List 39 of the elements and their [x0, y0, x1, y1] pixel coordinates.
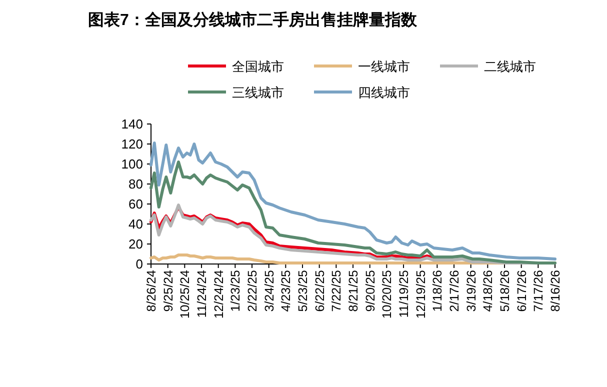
x-tick-label: 7/22/25 — [330, 270, 344, 312]
x-tick-label: 12/24/24 — [212, 270, 226, 319]
x-tick-label: 7/17/26 — [532, 270, 546, 312]
x-tick-label: 8/26/24 — [144, 270, 158, 312]
x-tick-label: 3/19/26 — [464, 270, 478, 312]
legend-label: 全国城市 — [232, 59, 284, 74]
y-tick-label: 100 — [121, 156, 143, 172]
y-tick-label: 20 — [128, 236, 143, 252]
x-tick-label: 5/23/25 — [296, 270, 310, 312]
x-tick-label: 6/17/26 — [514, 270, 529, 312]
x-tick-label: 10/25/24 — [178, 270, 192, 319]
legend-label: 二线城市 — [484, 59, 536, 74]
x-tick-label: 4/18/26 — [481, 270, 496, 312]
y-tick-label: 120 — [121, 136, 143, 152]
x-tick-label: 10/20/25 — [380, 270, 394, 319]
y-tick-label: 140 — [121, 116, 143, 132]
x-tick-label: 6/22/25 — [312, 270, 327, 312]
y-tick-label: 40 — [128, 216, 143, 232]
x-tick-label: 4/23/25 — [279, 270, 294, 312]
x-tick-label: 5/18/26 — [498, 270, 512, 312]
x-tick-label: 3/24/25 — [262, 270, 276, 312]
x-tick-label: 9/20/25 — [363, 270, 378, 312]
x-tick-label: 11/19/25 — [397, 270, 411, 318]
x-tick-label: 8/16/26 — [548, 270, 562, 312]
y-tick-label: 80 — [128, 176, 143, 192]
x-tick-label: 9/25/24 — [161, 270, 176, 312]
y-tick-label: 60 — [128, 196, 143, 212]
chart-title: 图表7：全国及分线城市二手房出售挂牌量指数 — [88, 10, 418, 29]
x-tick-label: 11/24/24 — [195, 270, 209, 318]
x-tick-label: 8/21/25 — [346, 270, 360, 312]
x-tick-label: 12/19/25 — [414, 270, 428, 319]
x-tick-label: 2/17/26 — [448, 270, 462, 312]
y-tick-label: 0 — [136, 256, 143, 272]
legend-label: 一线城市 — [358, 59, 410, 74]
x-tick-label: 1/18/26 — [430, 270, 445, 312]
legend-label: 四线城市 — [358, 85, 410, 100]
x-tick-label: 2/22/25 — [246, 270, 260, 312]
x-tick-label: 1/23/25 — [228, 270, 243, 312]
legend-label: 三线城市 — [232, 85, 284, 100]
